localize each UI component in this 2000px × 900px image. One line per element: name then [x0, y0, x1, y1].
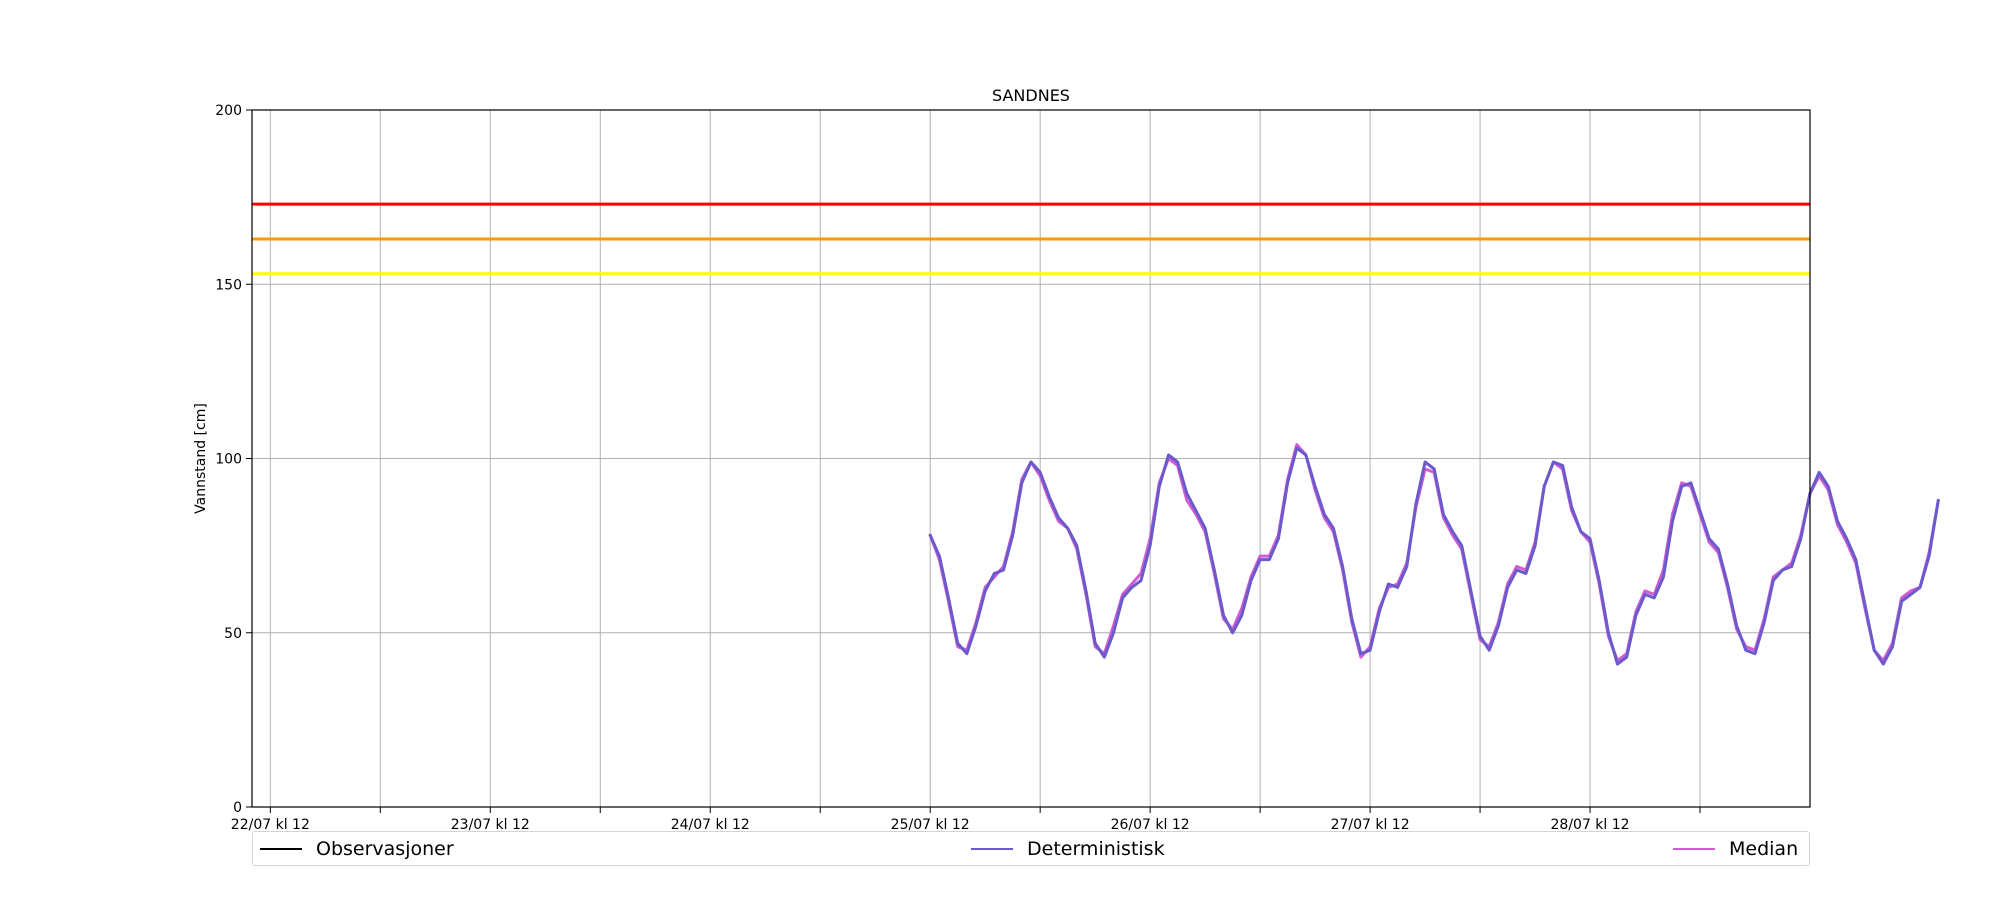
y-tick-label: 100 — [215, 452, 242, 468]
y-tick-label: 150 — [215, 277, 242, 293]
x-tick-label: 24/07 kl 12 — [671, 817, 750, 833]
legend-swatch-deterministisk — [971, 847, 1013, 850]
y-axis-label: Vannstand [cm] — [193, 403, 209, 514]
series-lines — [928, 443, 1940, 666]
legend-label-deterministisk: Deterministisk — [1027, 837, 1165, 860]
y-axis-ticks: 0 50 100 150 200 — [215, 103, 252, 816]
threshold-lines — [252, 202, 1810, 276]
legend-label-median: Median — [1729, 837, 1799, 860]
y-tick-label: 200 — [215, 103, 242, 119]
series-line-deterministisk — [928, 446, 1940, 666]
x-tick-label: 27/07 kl 12 — [1331, 817, 1410, 833]
legend: Observasjoner Deterministisk Median — [252, 831, 1810, 866]
legend-item-median: Median — [1673, 832, 1798, 865]
x-tick-label: 23/07 kl 12 — [451, 817, 530, 833]
x-tick-label: 25/07 kl 12 — [891, 817, 970, 833]
legend-item-deterministisk: Deterministisk — [971, 832, 1165, 865]
grid-lines — [252, 109, 1810, 808]
y-tick-label: 0 — [233, 800, 242, 816]
legend-swatch-median — [1673, 847, 1715, 850]
series-line-median — [928, 443, 1940, 663]
legend-label-observasjoner: Observasjoner — [316, 837, 454, 860]
chart-title: SANDNES — [992, 86, 1070, 105]
y-tick-label: 50 — [224, 626, 242, 642]
legend-item-observasjoner: Observasjoner — [260, 832, 454, 865]
x-tick-label: 26/07 kl 12 — [1111, 817, 1190, 833]
x-tick-label: 22/07 kl 12 — [231, 817, 310, 833]
legend-swatch-observasjoner — [260, 847, 302, 850]
x-axis-ticks: 22/07 kl 12 23/07 kl 12 24/07 kl 12 25/07 k… — [231, 807, 1701, 833]
x-tick-label: 28/07 kl 12 — [1551, 817, 1630, 833]
